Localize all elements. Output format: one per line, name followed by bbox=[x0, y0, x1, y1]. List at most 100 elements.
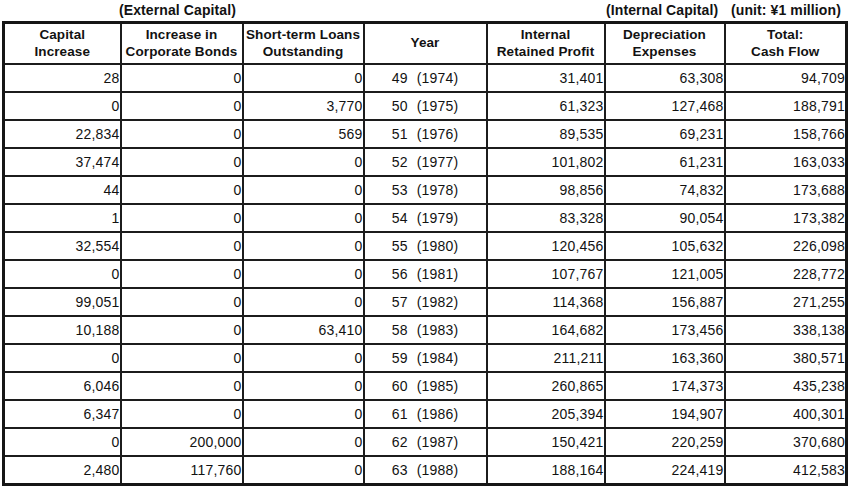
cell-capital-increase: 37,474 bbox=[4, 148, 121, 176]
cell-total-cash-flow: 173,688 bbox=[725, 176, 847, 204]
cell-depreciation: 63,308 bbox=[605, 64, 725, 92]
table-row: 00056(1981)107,767121,005228,772 bbox=[4, 260, 847, 288]
cell-short-term-loans: 0 bbox=[243, 204, 364, 232]
cell-short-term-loans: 0 bbox=[243, 456, 364, 485]
cell-total-cash-flow: 228,772 bbox=[725, 260, 847, 288]
western-year: (1988) bbox=[417, 462, 459, 478]
table-row: 0200,000062(1987)150,421220,259370,680 bbox=[4, 428, 847, 456]
cell-short-term-loans: 0 bbox=[243, 344, 364, 372]
header-retained-profit: Internal Retained Profit bbox=[487, 23, 605, 65]
cell-corporate-bonds: 0 bbox=[121, 92, 243, 120]
cell-total-cash-flow: 271,255 bbox=[725, 288, 847, 316]
cell-depreciation: 220,259 bbox=[605, 428, 725, 456]
cell-corporate-bonds: 0 bbox=[121, 400, 243, 428]
cell-short-term-loans: 0 bbox=[243, 372, 364, 400]
cell-year: 51(1976) bbox=[364, 120, 487, 148]
table-row: 280049(1974)31,40163,30894,709 bbox=[4, 64, 847, 92]
cell-short-term-loans: 0 bbox=[243, 148, 364, 176]
cell-capital-increase: 0 bbox=[4, 260, 121, 288]
table-header: Capital Increase Increase in Corporate B… bbox=[4, 23, 847, 65]
year-value: 54(1979) bbox=[365, 210, 486, 226]
cell-retained-profit: 211,211 bbox=[487, 344, 605, 372]
cell-corporate-bonds: 0 bbox=[121, 344, 243, 372]
cell-year: 63 (1988) bbox=[364, 456, 487, 485]
cell-depreciation: 173,456 bbox=[605, 316, 725, 344]
table-row: 6,0460060(1985)260,865174,373435,238 bbox=[4, 372, 847, 400]
cell-total-cash-flow: 226,098 bbox=[725, 232, 847, 260]
cell-short-term-loans: 0 bbox=[243, 260, 364, 288]
cell-short-term-loans: 0 bbox=[243, 288, 364, 316]
western-year: (1978) bbox=[417, 182, 459, 198]
cell-short-term-loans: 3,770 bbox=[243, 92, 364, 120]
cell-capital-increase: 0 bbox=[4, 428, 121, 456]
western-year: (1976) bbox=[417, 126, 459, 142]
year-value: 59 (1984) bbox=[365, 350, 486, 366]
cell-capital-increase: 2,480 bbox=[4, 456, 121, 485]
cell-corporate-bonds: 0 bbox=[121, 232, 243, 260]
year-value: 49 (1974) bbox=[365, 70, 486, 86]
cell-capital-increase: 6,347 bbox=[4, 400, 121, 428]
western-year: (1974) bbox=[417, 70, 459, 86]
cell-total-cash-flow: 158,766 bbox=[725, 120, 847, 148]
cell-capital-increase: 99,051 bbox=[4, 288, 121, 316]
cell-year: 59 (1984) bbox=[364, 344, 487, 372]
era-year: 57 bbox=[392, 294, 408, 310]
era-year: 54 bbox=[392, 210, 408, 226]
western-year: (1983) bbox=[417, 322, 459, 338]
era-year: 52 bbox=[392, 154, 408, 170]
era-year: 49 bbox=[392, 70, 408, 86]
cell-retained-profit: 31,401 bbox=[487, 64, 605, 92]
western-year: (1984) bbox=[417, 350, 459, 366]
era-year: 59 bbox=[392, 350, 408, 366]
era-year: 53 bbox=[392, 182, 408, 198]
table-row: 440053(1978)98,85674,832173,688 bbox=[4, 176, 847, 204]
year-value: 63 (1988) bbox=[365, 462, 486, 478]
cell-year: 50(1975) bbox=[364, 92, 487, 120]
era-year: 56 bbox=[392, 266, 408, 282]
western-year: (1985) bbox=[417, 378, 459, 394]
cell-retained-profit: 120,456 bbox=[487, 232, 605, 260]
year-value: 55(1980) bbox=[365, 238, 486, 254]
cell-year: 61(1986) bbox=[364, 400, 487, 428]
cell-short-term-loans: 0 bbox=[243, 176, 364, 204]
cell-depreciation: 156,887 bbox=[605, 288, 725, 316]
cell-total-cash-flow: 380,571 bbox=[725, 344, 847, 372]
year-value: 51(1976) bbox=[365, 126, 486, 142]
cell-corporate-bonds: 0 bbox=[121, 204, 243, 232]
table-row: 6,3470061(1986)205,394194,907400,301 bbox=[4, 400, 847, 428]
cell-capital-increase: 0 bbox=[4, 92, 121, 120]
table-row: 003,77050(1975)61,323127,468188,791 bbox=[4, 92, 847, 120]
cell-retained-profit: 260,865 bbox=[487, 372, 605, 400]
cell-year: 53 (1978) bbox=[364, 176, 487, 204]
cell-depreciation: 224,419 bbox=[605, 456, 725, 485]
western-year: (1980) bbox=[417, 238, 459, 254]
header-capital-increase: Capital Increase bbox=[4, 23, 121, 65]
cell-retained-profit: 188,164 bbox=[487, 456, 605, 485]
cell-year: 58(1983) bbox=[364, 316, 487, 344]
era-year: 60 bbox=[392, 378, 408, 394]
western-year: (1986) bbox=[417, 406, 459, 422]
table-row: 10,188063,41058(1983)164,682173,456338,1… bbox=[4, 316, 847, 344]
year-value: 53 (1978) bbox=[365, 182, 486, 198]
cell-year: 54(1979) bbox=[364, 204, 487, 232]
cell-short-term-loans: 63,410 bbox=[243, 316, 364, 344]
cell-depreciation: 61,231 bbox=[605, 148, 725, 176]
year-value: 52(1977) bbox=[365, 154, 486, 170]
table-row: 2,480117,760063(1988)188,164224,419412,5… bbox=[4, 456, 847, 485]
cell-retained-profit: 83,328 bbox=[487, 204, 605, 232]
western-year: (1975) bbox=[417, 98, 459, 114]
cell-corporate-bonds: 0 bbox=[121, 120, 243, 148]
era-year: 63 bbox=[392, 462, 408, 478]
cell-corporate-bonds: 0 bbox=[121, 372, 243, 400]
table-row: 10054(1979)83,32890,054173,382 bbox=[4, 204, 847, 232]
header-total-cash-flow: Total: Cash Flow bbox=[725, 23, 847, 65]
cell-depreciation: 127,468 bbox=[605, 92, 725, 120]
cell-total-cash-flow: 338,138 bbox=[725, 316, 847, 344]
cell-retained-profit: 98,856 bbox=[487, 176, 605, 204]
header-corporate-bonds: Increase in Corporate Bonds bbox=[121, 23, 243, 65]
cell-short-term-loans: 0 bbox=[243, 400, 364, 428]
external-capital-label: (External Capital) bbox=[119, 2, 236, 18]
cell-capital-increase: 1 bbox=[4, 204, 121, 232]
header-short-term-loans: Short-term Loans Outstanding bbox=[243, 23, 364, 65]
cell-capital-increase: 6,046 bbox=[4, 372, 121, 400]
